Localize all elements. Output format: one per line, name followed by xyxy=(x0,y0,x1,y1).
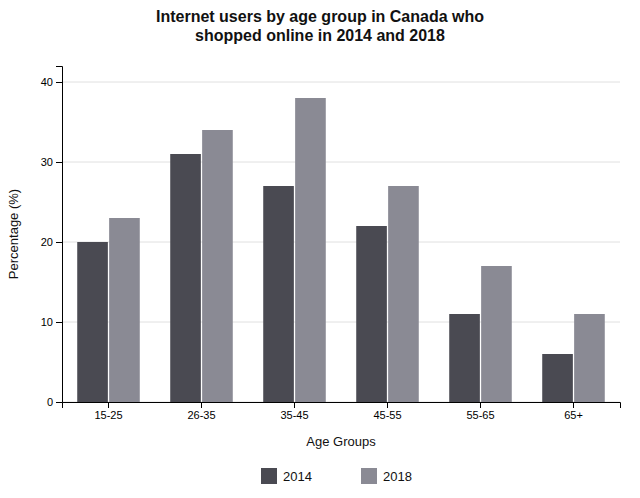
tick-label: 15-25 xyxy=(94,409,122,421)
tick-label: 55-65 xyxy=(466,409,494,421)
legend: 2014 2018 xyxy=(261,468,412,484)
legend-label: 2014 xyxy=(283,469,312,484)
tick-mark xyxy=(56,322,62,323)
bar xyxy=(109,218,140,402)
bar xyxy=(481,266,512,402)
tick-label: 45-55 xyxy=(373,409,401,421)
title-line: Internet users by age group in Canada wh… xyxy=(156,8,484,25)
grid xyxy=(62,82,620,402)
y-tick: 40 xyxy=(41,76,62,88)
x-axis: 15-25 26-35 35-45 45-55 55-65 65+ xyxy=(63,402,621,421)
axis-line xyxy=(56,67,63,403)
bar xyxy=(170,154,201,402)
grid-line xyxy=(62,322,620,323)
tick-mark xyxy=(294,402,295,408)
tick-label: 10 xyxy=(41,316,53,328)
tick-mark xyxy=(573,402,574,408)
tick-mark xyxy=(108,402,109,408)
bar xyxy=(449,314,480,402)
y-tick: 30 xyxy=(41,156,62,168)
bar xyxy=(356,226,387,402)
plot: 15-25 26-35 35-45 45-55 55-65 65+ 0 10 20 30 40 xyxy=(41,67,621,421)
x-tick: 35-45 xyxy=(280,402,308,421)
tick-label: 65+ xyxy=(564,409,583,421)
tick-mark xyxy=(201,402,202,408)
tick-mark xyxy=(56,82,62,83)
tick-mark xyxy=(56,162,62,163)
tick-label: 35-45 xyxy=(280,409,308,421)
legend-item: 2014 xyxy=(261,468,312,484)
bar xyxy=(202,130,233,402)
bar xyxy=(263,186,294,402)
x-tick: 26-35 xyxy=(187,402,215,421)
x-tick: 15-25 xyxy=(94,402,122,421)
y-axis: 0 10 20 30 40 xyxy=(41,67,63,409)
legend-swatch xyxy=(361,468,377,484)
y-tick: 0 xyxy=(47,396,62,408)
tick-label: 0 xyxy=(47,396,53,408)
title-line: shopped online in 2014 and 2018 xyxy=(195,27,445,44)
tick-label: 40 xyxy=(41,76,53,88)
tick-mark xyxy=(480,402,481,408)
bars xyxy=(77,98,605,402)
tick-mark xyxy=(56,242,62,243)
title: Internet users by age group in Canada wh… xyxy=(156,8,484,44)
x-tick: 45-55 xyxy=(373,402,401,421)
legend-swatch xyxy=(261,468,277,484)
bar xyxy=(542,354,573,402)
x-tick: 65+ xyxy=(564,402,583,421)
legend-label: 2018 xyxy=(383,469,412,484)
y-tick: 10 xyxy=(41,316,62,328)
legend-item: 2018 xyxy=(361,468,412,484)
tick-mark xyxy=(387,402,388,408)
bar xyxy=(574,314,605,402)
bar-series xyxy=(109,98,605,402)
tick-label: 26-35 xyxy=(187,409,215,421)
axis-line xyxy=(63,403,621,409)
grid-line xyxy=(62,82,620,83)
grid-line xyxy=(62,242,620,243)
bar xyxy=(295,98,326,402)
tick-label: 20 xyxy=(41,236,53,248)
grid-line xyxy=(62,162,620,163)
tick-mark xyxy=(56,402,62,403)
x-axis-title: Age Groups xyxy=(306,434,376,449)
chart-svg: 15-25 26-35 35-45 45-55 55-65 65+ 0 10 20 30 40 Int… xyxy=(0,0,640,498)
x-tick: 55-65 xyxy=(466,402,494,421)
chart-container: 15-25 26-35 35-45 45-55 55-65 65+ 0 10 20 30 40 Int… xyxy=(0,0,640,498)
tick-label: 30 xyxy=(41,156,53,168)
y-tick: 20 xyxy=(41,236,62,248)
bar xyxy=(388,186,419,402)
bar xyxy=(77,242,108,402)
y-axis-title: Percentage (%) xyxy=(6,189,21,279)
